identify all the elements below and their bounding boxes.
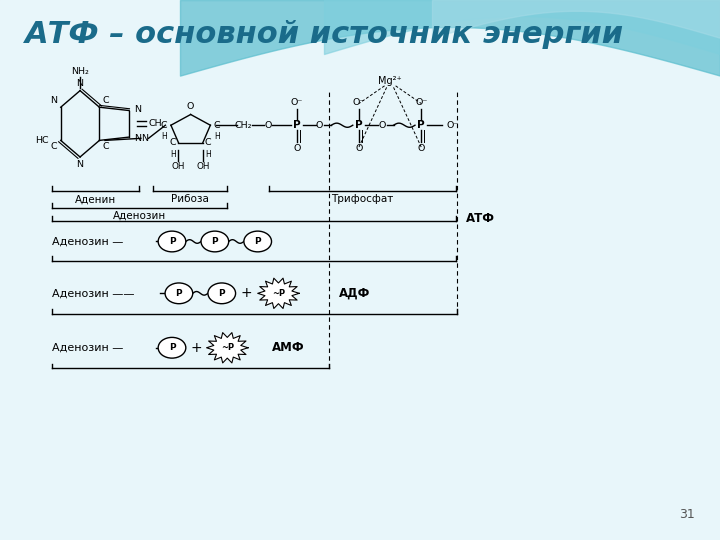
Text: O⁻: O⁻ [415, 98, 428, 106]
Text: Mg²⁺: Mg²⁺ [378, 76, 402, 86]
Text: N: N [76, 78, 84, 87]
Text: Аденозин ——: Аденозин —— [53, 288, 135, 298]
Text: OH: OH [171, 163, 185, 171]
Text: C: C [205, 138, 212, 147]
Circle shape [244, 231, 271, 252]
Text: HC: HC [35, 136, 48, 145]
Text: P: P [218, 289, 225, 298]
Text: H: H [205, 150, 211, 159]
Text: C: C [161, 121, 168, 130]
Text: Аденозин —: Аденозин — [53, 237, 124, 246]
Text: N: N [134, 133, 141, 143]
Text: N: N [141, 134, 148, 143]
Text: N: N [134, 105, 141, 114]
Text: C: C [103, 96, 109, 105]
Text: Аденозин —: Аденозин — [53, 343, 124, 353]
Text: O: O [355, 144, 363, 153]
Polygon shape [207, 333, 248, 363]
Text: O: O [316, 121, 323, 130]
Text: Аденозин: Аденозин [113, 211, 166, 221]
Text: +: + [190, 341, 202, 355]
Text: O⁻: O⁻ [353, 98, 365, 106]
Text: Аденин: Аденин [75, 194, 116, 204]
Polygon shape [258, 278, 300, 308]
Text: ~P: ~P [272, 289, 285, 298]
Text: O: O [264, 121, 271, 130]
Text: АМФ: АМФ [272, 341, 305, 354]
Text: P: P [418, 120, 425, 130]
Text: +: + [240, 286, 252, 300]
Text: АТФ – основной источник энергии: АТФ – основной источник энергии [24, 19, 624, 49]
Text: ~P: ~P [221, 343, 234, 352]
Circle shape [201, 231, 229, 252]
Text: O: O [418, 144, 425, 153]
Text: P: P [293, 120, 300, 130]
Text: P: P [254, 237, 261, 246]
Text: O: O [378, 121, 385, 130]
Text: Рибоза: Рибоза [171, 194, 209, 204]
Text: C: C [170, 138, 176, 147]
Text: N: N [50, 96, 58, 105]
Text: 31: 31 [680, 509, 696, 522]
Text: C: C [103, 143, 109, 152]
Text: O⁻: O⁻ [446, 121, 459, 130]
Text: АТФ: АТФ [466, 212, 495, 225]
Circle shape [208, 283, 235, 303]
Text: H: H [171, 150, 176, 159]
Text: OH: OH [196, 163, 210, 171]
Text: CH: CH [148, 119, 162, 129]
Text: Трифосфат: Трифосфат [331, 194, 394, 204]
Text: H: H [214, 132, 220, 141]
Text: CH₂: CH₂ [235, 121, 252, 130]
Circle shape [158, 338, 186, 358]
Text: P: P [168, 343, 175, 352]
Text: O⁻: O⁻ [291, 98, 303, 106]
Text: P: P [168, 237, 175, 246]
Text: C: C [50, 143, 58, 152]
Circle shape [158, 231, 186, 252]
Text: NH₂: NH₂ [71, 67, 89, 76]
Text: АДФ: АДФ [339, 287, 370, 300]
Text: C: C [214, 121, 220, 130]
Text: O: O [293, 144, 300, 153]
Text: P: P [355, 120, 363, 130]
Text: N: N [76, 160, 84, 169]
Text: P: P [176, 289, 182, 298]
Text: O: O [187, 102, 194, 111]
Text: P: P [212, 237, 218, 246]
Text: H: H [162, 132, 168, 141]
Circle shape [165, 283, 193, 303]
